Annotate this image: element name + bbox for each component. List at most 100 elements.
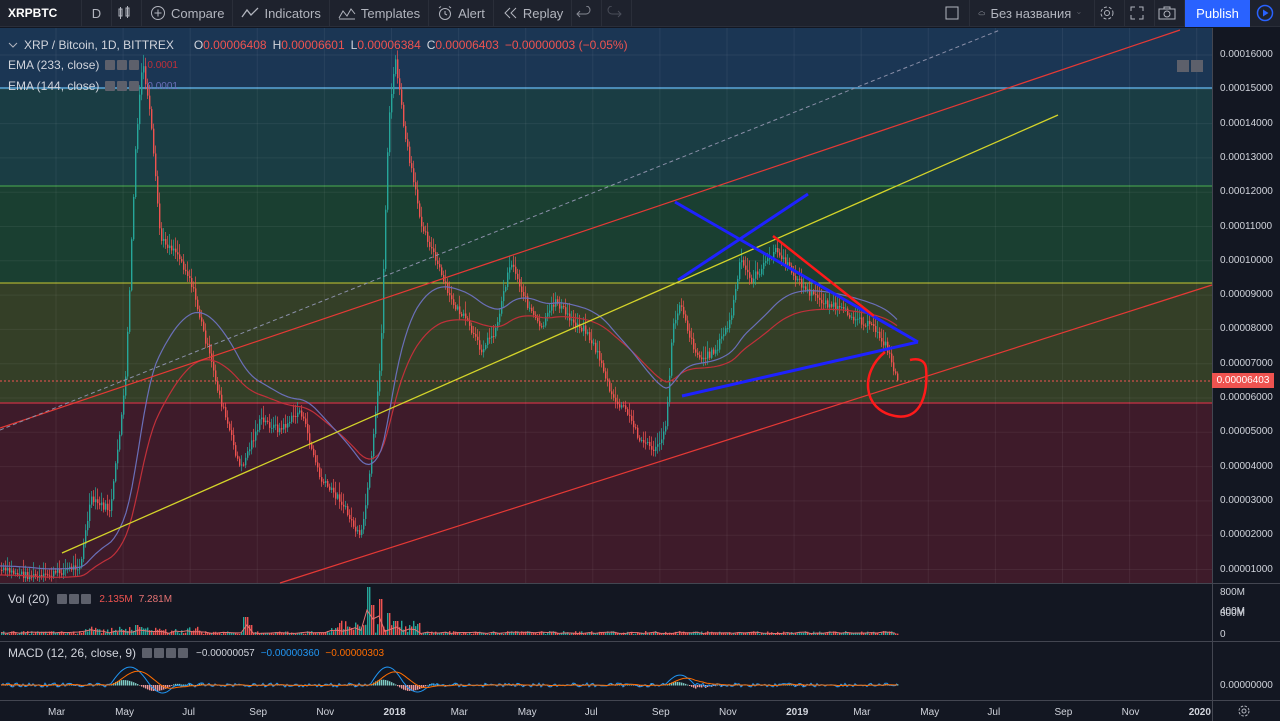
candle-body bbox=[851, 316, 853, 318]
eye-icon[interactable] bbox=[57, 594, 68, 604]
candle-body bbox=[145, 66, 147, 85]
close-icon[interactable] bbox=[81, 594, 92, 604]
axis-settings-icon[interactable] bbox=[1237, 704, 1251, 718]
indicators-button[interactable]: Indicators bbox=[233, 0, 330, 27]
time-tick-label: May bbox=[517, 707, 537, 718]
volume-bar bbox=[703, 633, 705, 635]
volume-bar bbox=[553, 631, 555, 635]
gear-icon[interactable] bbox=[69, 594, 80, 604]
close-icon[interactable] bbox=[129, 60, 140, 70]
volume-bar bbox=[521, 631, 523, 635]
brackets-icon[interactable] bbox=[166, 648, 177, 658]
candle-body bbox=[217, 380, 219, 391]
publish-dropdown-button[interactable] bbox=[1250, 0, 1280, 27]
layout-menu[interactable]: Без названия bbox=[970, 0, 1095, 27]
candle-body bbox=[299, 410, 301, 413]
collapse-legend-icon[interactable] bbox=[8, 40, 18, 50]
candle-body bbox=[103, 502, 105, 510]
volume-bar bbox=[805, 631, 807, 635]
volume-bar bbox=[505, 632, 507, 635]
compare-button[interactable]: Compare bbox=[142, 0, 234, 27]
low-key: L bbox=[350, 38, 358, 52]
candle-body bbox=[757, 271, 759, 275]
gear-icon[interactable] bbox=[117, 60, 128, 70]
volume-legend[interactable]: Vol (20) 2.135M 7.281M bbox=[8, 592, 172, 606]
ema-233-legend[interactable]: EMA (233, close) 0.0001 bbox=[8, 58, 178, 72]
volume-bar bbox=[751, 631, 753, 635]
close-icon[interactable] bbox=[129, 81, 140, 91]
candle-body bbox=[53, 570, 55, 577]
candle-body bbox=[879, 331, 881, 338]
alert-button[interactable]: Alert bbox=[429, 0, 494, 27]
eye-icon[interactable] bbox=[105, 60, 116, 70]
volume-bar bbox=[81, 632, 83, 635]
chart-type-button[interactable] bbox=[112, 0, 142, 27]
macd-hist-bar bbox=[413, 685, 415, 691]
ema-144-legend[interactable]: EMA (144, close) 0.0001 bbox=[8, 79, 178, 93]
candle-body bbox=[623, 405, 625, 407]
volume-bar bbox=[469, 632, 471, 635]
volume-bar bbox=[323, 632, 325, 635]
gear-icon[interactable] bbox=[154, 648, 165, 658]
macd-hist-bar bbox=[179, 683, 181, 686]
candle-body bbox=[891, 353, 893, 363]
volume-bar bbox=[201, 631, 203, 635]
chevron-up-icon[interactable] bbox=[1191, 60, 1203, 72]
volume-bar bbox=[31, 631, 33, 635]
volume-bar bbox=[733, 633, 735, 635]
close-icon[interactable] bbox=[178, 648, 189, 658]
volume-value: 2.135M bbox=[99, 593, 133, 605]
volume-bar bbox=[319, 632, 321, 635]
volume-bar bbox=[507, 631, 509, 635]
eye-icon[interactable] bbox=[105, 81, 116, 91]
maximize-button[interactable] bbox=[1125, 0, 1155, 27]
candle-body bbox=[663, 431, 665, 440]
fullscreen-toggle[interactable] bbox=[940, 0, 970, 27]
redo-button[interactable] bbox=[602, 0, 633, 27]
volume-bar bbox=[497, 632, 499, 635]
replay-button[interactable]: Replay bbox=[494, 0, 573, 27]
candle-body bbox=[237, 455, 239, 459]
candle-body bbox=[661, 439, 663, 444]
candle-body bbox=[91, 496, 93, 505]
undo-button[interactable] bbox=[572, 0, 603, 27]
vol-scale-800m: 800M bbox=[1220, 608, 1246, 619]
interval-button[interactable]: D bbox=[82, 0, 112, 27]
chart-canvas[interactable] bbox=[0, 28, 1280, 721]
volume-bar bbox=[327, 631, 329, 635]
macd-hist-bar bbox=[173, 684, 175, 686]
eye-icon[interactable] bbox=[142, 648, 153, 658]
ema-144-value: 0.0001 bbox=[147, 80, 178, 92]
candle-body bbox=[321, 477, 323, 482]
volume-bar bbox=[605, 632, 607, 635]
snapshot-button[interactable] bbox=[1155, 0, 1185, 27]
time-tick-label: 2020 bbox=[1188, 707, 1211, 718]
macd-hist-bar bbox=[125, 680, 127, 686]
volume-bar bbox=[887, 632, 889, 635]
candle-body bbox=[261, 417, 263, 420]
settings-button[interactable] bbox=[1095, 0, 1125, 27]
candle-body bbox=[631, 415, 633, 421]
chevron-down-icon[interactable] bbox=[1177, 60, 1189, 72]
macd-legend[interactable]: MACD (12, 26, close, 9) −0.00000057 −0.0… bbox=[8, 646, 384, 660]
volume-bar bbox=[681, 633, 683, 635]
volume-bar bbox=[237, 633, 239, 635]
candle-body bbox=[833, 302, 835, 307]
last-price-badge: 0.00006403 bbox=[1212, 373, 1274, 388]
candle-body bbox=[727, 328, 729, 330]
publish-button[interactable]: Publish bbox=[1185, 0, 1250, 27]
candle-body bbox=[853, 316, 855, 321]
gear-icon[interactable] bbox=[117, 81, 128, 91]
templates-button[interactable]: Templates bbox=[330, 0, 430, 27]
candle-body bbox=[701, 357, 703, 360]
candle-body bbox=[417, 189, 419, 204]
volume-bar bbox=[583, 633, 585, 635]
candle-body bbox=[639, 437, 641, 441]
macd-hist-bar bbox=[717, 684, 719, 686]
volume-bar bbox=[471, 633, 473, 635]
volume-bar bbox=[551, 631, 553, 635]
volume-bar bbox=[821, 632, 823, 635]
candle-body bbox=[345, 506, 347, 508]
symbol-search[interactable]: XRPBTC bbox=[0, 0, 82, 27]
pane-collapse-buttons[interactable] bbox=[1177, 60, 1203, 72]
